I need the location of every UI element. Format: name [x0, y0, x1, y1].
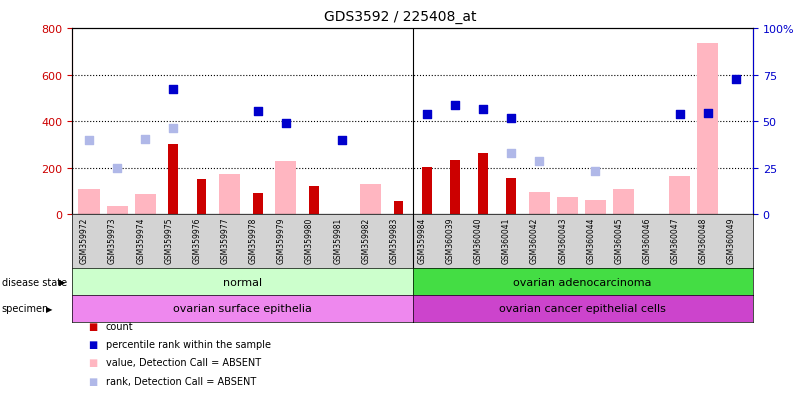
Text: count: count	[106, 321, 133, 331]
Text: GSM360040: GSM360040	[474, 217, 483, 264]
Text: ovarian cancer epithelial cells: ovarian cancer epithelial cells	[499, 304, 666, 314]
Bar	[219, 174, 240, 215]
Text: GSM359980: GSM359980	[305, 217, 314, 264]
Text: value, Detection Call = ABSENT: value, Detection Call = ABSENT	[106, 358, 261, 368]
Bar	[276, 161, 296, 215]
Bar	[421, 167, 432, 215]
Point	[505, 150, 517, 157]
Text: GSM360046: GSM360046	[642, 217, 652, 264]
Text: GSM359983: GSM359983	[389, 217, 398, 264]
Point	[421, 112, 433, 118]
Point	[83, 137, 95, 144]
Text: GSM360044: GSM360044	[586, 217, 595, 264]
Point	[589, 169, 602, 175]
Text: rank, Detection Call = ABSENT: rank, Detection Call = ABSENT	[106, 376, 256, 386]
Text: ■: ■	[88, 339, 98, 349]
Text: GSM360042: GSM360042	[530, 217, 539, 264]
Text: ovarian adenocarcinoma: ovarian adenocarcinoma	[513, 277, 652, 287]
Text: ovarian surface epithelia: ovarian surface epithelia	[173, 304, 312, 314]
Text: ▶: ▶	[46, 304, 53, 313]
Bar	[196, 180, 207, 215]
Text: GSM360043: GSM360043	[558, 217, 567, 264]
Bar	[393, 202, 404, 215]
Bar	[529, 193, 549, 215]
Point	[730, 77, 743, 83]
Bar	[360, 185, 380, 215]
Text: percentile rank within the sample: percentile rank within the sample	[106, 339, 271, 349]
Text: normal: normal	[223, 277, 262, 287]
Point	[111, 165, 123, 172]
Text: GSM360045: GSM360045	[614, 217, 623, 264]
Text: GSM359976: GSM359976	[192, 217, 202, 264]
Bar	[78, 189, 99, 215]
Point	[167, 126, 179, 132]
Text: ■: ■	[88, 321, 98, 331]
Point	[674, 112, 686, 118]
Text: GSM360048: GSM360048	[699, 217, 708, 264]
Text: GSM359977: GSM359977	[220, 217, 230, 264]
Text: ■: ■	[88, 376, 98, 386]
Text: GSM359973: GSM359973	[108, 217, 117, 264]
Point	[280, 121, 292, 128]
Bar	[613, 189, 634, 215]
Text: GSM359974: GSM359974	[136, 217, 145, 264]
Point	[336, 137, 348, 144]
Text: GSM359984: GSM359984	[417, 217, 427, 264]
Point	[449, 102, 461, 109]
Bar	[168, 145, 179, 215]
Point	[139, 136, 151, 142]
Text: GSM359981: GSM359981	[333, 217, 342, 263]
Text: GSM359975: GSM359975	[164, 217, 173, 264]
Bar	[698, 44, 718, 215]
Text: ■: ■	[88, 358, 98, 368]
Bar	[506, 179, 516, 215]
Bar	[478, 153, 488, 215]
Bar	[557, 197, 578, 215]
Text: GSM360041: GSM360041	[502, 217, 511, 264]
Text: disease state: disease state	[2, 277, 66, 287]
Text: GSM360049: GSM360049	[727, 217, 736, 264]
Point	[702, 110, 714, 117]
Bar	[135, 195, 155, 215]
Text: GSM359979: GSM359979	[277, 217, 286, 264]
Text: GSM360047: GSM360047	[670, 217, 680, 264]
Text: GSM359972: GSM359972	[80, 217, 89, 264]
Bar	[253, 194, 263, 215]
Point	[167, 86, 179, 93]
Text: ▶: ▶	[58, 278, 65, 286]
Point	[477, 107, 489, 114]
Text: GSM359982: GSM359982	[361, 217, 370, 263]
Bar	[309, 187, 319, 215]
Text: GSM360039: GSM360039	[445, 217, 455, 264]
Bar	[450, 160, 460, 215]
Point	[252, 108, 264, 115]
Bar	[585, 201, 606, 215]
Point	[505, 115, 517, 122]
Text: GDS3592 / 225408_at: GDS3592 / 225408_at	[324, 10, 477, 24]
Text: specimen: specimen	[2, 304, 49, 314]
Point	[533, 158, 545, 165]
Bar	[670, 176, 690, 215]
Bar	[107, 206, 127, 215]
Text: GSM359978: GSM359978	[249, 217, 258, 264]
